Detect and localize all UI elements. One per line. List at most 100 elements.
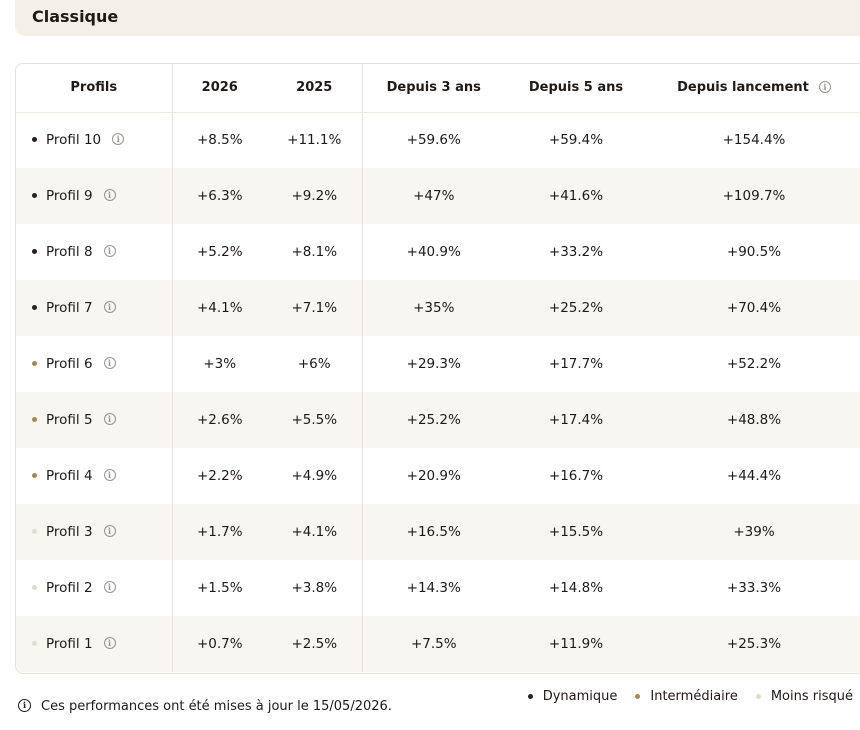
update-note-text: Ces performances ont été mises à jour le… (41, 699, 392, 714)
profil-cell: Profil 2 i (16, 560, 172, 616)
value-2025: +4.1% (267, 504, 362, 560)
table-row: Profil 6 i +3% +6% +29.3% +17.7% +52.2% (16, 336, 860, 392)
value-2025: +6% (297, 356, 331, 372)
profil-label: Profil 10 (46, 132, 102, 149)
header-profils: Profils (16, 64, 172, 113)
profil-cell: Profil 10 i (16, 112, 172, 168)
value-depuis-5-ans: +41.6% (505, 168, 647, 224)
table-row: Profil 4 i +2.2% +4.9% +20.9% +16.7% +44.4% (16, 448, 860, 504)
value-depuis-lancement: +70.4% (647, 280, 860, 336)
value-depuis-lancement: +109.7% (647, 168, 860, 224)
profil-cell: Profil 8 i (16, 224, 172, 280)
value-depuis-5-ans: +15.5% (505, 504, 647, 560)
profil-label: Profil 1 (46, 636, 93, 652)
risk-dot-icon (32, 416, 37, 422)
table-row: Profil 1 i +0.7% +2.5% +7.5% +11.9% +25.3% (16, 616, 860, 672)
legend-dot-icon (755, 694, 761, 699)
section-header: Classique (15, 0, 860, 36)
value-2025: +2.5% (267, 616, 362, 672)
value-depuis-3-ans: +14.3% (361, 560, 505, 616)
info-icon[interactable]: i (112, 133, 125, 146)
info-icon[interactable]: i (103, 301, 116, 313)
info-icon[interactable]: i (103, 525, 116, 537)
table-row: Profil 5 i +2.6% +5.5% +25.2% +17.4% +48.8% (16, 392, 860, 448)
profil-label: Profil 3 (46, 524, 93, 540)
value-depuis-lancement: +39% (647, 504, 860, 560)
info-icon[interactable]: i (103, 413, 116, 425)
value-2026: +3% (171, 336, 267, 392)
info-icon[interactable]: i (103, 245, 116, 257)
table-row: Profil 9 i +6.3% +9.2% +47% +41.6% +109.7% (16, 168, 860, 224)
header-depuis-lancement: Depuis lancement i (647, 64, 860, 113)
performance-table: Profils 2026 2025 Depuis 3 ans Depuis 5 … (16, 64, 860, 672)
info-icon[interactable]: i (103, 469, 116, 481)
profil-label: Profil 8 (46, 244, 93, 260)
profil-cell: Profil 4 i (16, 448, 172, 504)
profil-cell: Profil 1 i (16, 616, 172, 672)
table-header-row: Profils 2026 2025 Depuis 3 ans Depuis 5 … (16, 64, 860, 113)
risk-dot-icon (32, 360, 37, 366)
table-row: Profil 10 i +8.5% +11.1% +59.6% +59.4% +154.4% (16, 112, 860, 168)
value-2026: +6.3% (171, 168, 267, 224)
value-depuis-lancement: +33.3% (726, 580, 782, 596)
value-depuis-lancement: +25.3% (647, 616, 860, 672)
legend-item-dynamique: Dynamique (527, 689, 617, 704)
value-2026: +1.5% (171, 560, 267, 616)
value-2025: +7.1% (267, 280, 362, 336)
value-2026: +4.1% (171, 280, 267, 336)
legend-label: Moins risqué (770, 689, 853, 704)
value-depuis-3-ans: +40.9% (361, 224, 505, 280)
value-depuis-5-ans: +14.8% (548, 580, 604, 596)
table-row: Profil 7 i +4.1% +7.1% +35% +25.2% +70.4% (16, 280, 860, 336)
risk-dot-icon (32, 472, 37, 478)
value-depuis-3-ans: +29.3% (361, 336, 505, 392)
legend-item-moins-risque: Moins risqué (755, 689, 853, 704)
value-depuis-3-ans: +59.6% (361, 112, 505, 168)
profil-label: Profil 9 (46, 188, 93, 204)
value-2025: +8.1% (291, 244, 338, 260)
value-2025: +9.2% (267, 168, 362, 224)
value-2026: +2.6% (171, 392, 267, 448)
value-depuis-5-ans: +17.4% (505, 392, 647, 448)
legend-label: Intermédiaire (650, 689, 738, 704)
info-icon[interactable]: i (818, 80, 831, 93)
value-2026: +1.7% (171, 504, 267, 560)
risk-dot-icon (32, 192, 37, 198)
info-icon[interactable]: i (103, 637, 116, 649)
info-icon: i (18, 699, 31, 712)
info-icon[interactable]: i (103, 357, 116, 369)
value-2026: +2.2% (171, 448, 267, 504)
risk-dot-icon (32, 640, 37, 646)
legend-item-intermediaire: Intermédiaire (635, 689, 738, 704)
value-2025: +5.5% (267, 392, 362, 448)
risk-legend: Dynamique Intermédiaire Moins risqué (510, 689, 853, 704)
table-row: Profil 3 i +1.7% +4.1% +16.5% +15.5% +39% (16, 504, 860, 560)
value-depuis-lancement: +52.2% (726, 356, 782, 372)
profil-cell: Profil 6 i (16, 336, 172, 392)
value-depuis-lancement: +48.8% (647, 392, 860, 448)
value-depuis-lancement: +90.5% (726, 244, 782, 260)
header-depuis-lancement-label: Depuis lancement (677, 80, 809, 96)
value-depuis-5-ans: +16.7% (548, 468, 604, 484)
table-row: Profil 2 i +1.5% +3.8% +14.3% +14.8% +33.3% (16, 560, 860, 616)
risk-dot-icon (32, 136, 37, 142)
value-2025: +11.1% (287, 132, 342, 149)
info-icon[interactable]: i (103, 581, 116, 593)
value-depuis-5-ans: +59.4% (548, 132, 604, 149)
section-title: Classique (32, 7, 119, 26)
info-icon[interactable]: i (103, 189, 116, 201)
value-2025: +4.9% (291, 468, 338, 484)
value-depuis-3-ans: +16.5% (361, 504, 505, 560)
profil-label: Profil 7 (46, 300, 93, 316)
performance-table-card: Profils 2026 2025 Depuis 3 ans Depuis 5 … (15, 63, 860, 674)
value-depuis-lancement: +44.4% (726, 468, 782, 484)
risk-dot-icon (32, 584, 37, 590)
value-2026: +5.2% (171, 224, 267, 280)
profil-cell: Profil 3 i (16, 504, 172, 560)
risk-dot-icon (32, 304, 37, 310)
header-2025: 2025 (267, 64, 362, 113)
value-2026: +8.5% (171, 112, 267, 168)
value-depuis-lancement: +154.4% (722, 132, 786, 149)
value-depuis-5-ans: +25.2% (505, 280, 647, 336)
profil-label: Profil 5 (46, 412, 93, 428)
